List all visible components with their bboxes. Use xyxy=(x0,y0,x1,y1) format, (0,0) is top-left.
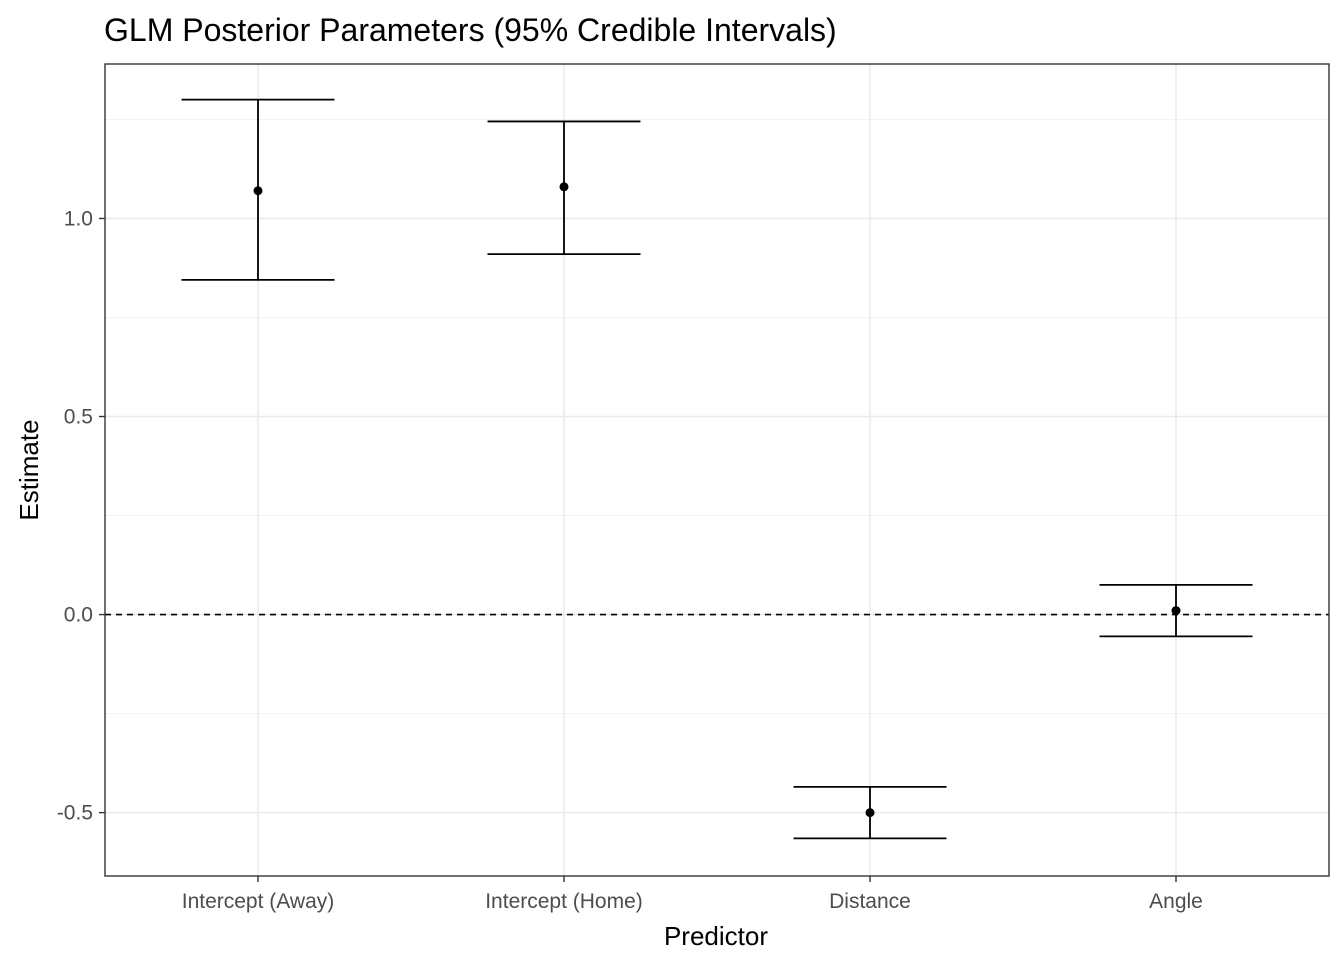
y-tick-label: -0.5 xyxy=(57,802,93,825)
y-tick-label: 1.0 xyxy=(64,207,93,230)
estimate-point xyxy=(253,186,263,196)
x-tick-label: Distance xyxy=(829,890,911,913)
panel-border xyxy=(104,63,1330,877)
minor-gridlines xyxy=(105,118,1329,715)
x-axis-ticks: Intercept (Away) Intercept (Home) Distance… xyxy=(182,876,1203,913)
x-axis-title: Predictor xyxy=(664,921,768,951)
y-axis-ticks: -0.5 0.0 0.5 1.0 xyxy=(57,207,105,825)
estimate-point xyxy=(865,808,875,818)
estimate-point xyxy=(559,182,569,192)
errorbar-marks xyxy=(181,98,1253,840)
x-tick-label: Angle xyxy=(1149,890,1203,913)
y-tick-label: 0.5 xyxy=(64,406,93,429)
y-axis-title: Estimate xyxy=(14,419,44,520)
chart-title: GLM Posterior Parameters (95% Credible I… xyxy=(104,12,837,48)
y-tick-label: 0.0 xyxy=(64,604,93,627)
x-tick-label: Intercept (Home) xyxy=(485,890,643,913)
x-tick-label: Intercept (Away) xyxy=(182,890,335,913)
major-gridlines xyxy=(105,64,1329,876)
estimate-point xyxy=(1171,606,1181,616)
